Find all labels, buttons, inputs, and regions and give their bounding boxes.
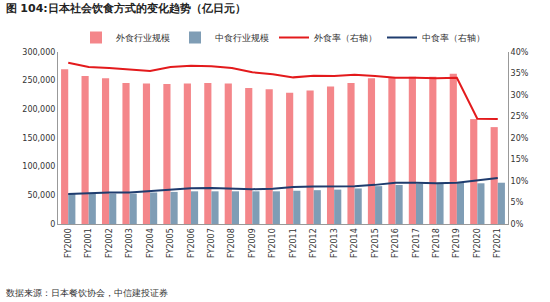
svg-text:30%: 30% xyxy=(511,91,529,100)
svg-text:FY2003: FY2003 xyxy=(125,228,134,258)
svg-text:FY2012: FY2012 xyxy=(309,228,318,258)
svg-text:FY2004: FY2004 xyxy=(146,228,155,258)
svg-text:外食行业规模: 外食行业规模 xyxy=(116,33,170,43)
svg-text:15%: 15% xyxy=(511,155,529,164)
svg-text:FY2019: FY2019 xyxy=(452,228,461,258)
svg-text:FY2006: FY2006 xyxy=(187,228,196,258)
svg-text:100,000: 100,000 xyxy=(22,162,55,171)
svg-text:FY2000: FY2000 xyxy=(64,228,73,258)
svg-text:40%: 40% xyxy=(511,48,529,57)
svg-text:FY2020: FY2020 xyxy=(473,228,482,258)
svg-text:FY2008: FY2008 xyxy=(227,228,236,258)
svg-text:250,000: 250,000 xyxy=(22,76,55,85)
svg-text:外食率（右轴）: 外食率（右轴） xyxy=(314,33,377,43)
svg-text:中食行业规模: 中食行业规模 xyxy=(215,33,269,43)
svg-text:FY2007: FY2007 xyxy=(207,228,216,258)
svg-text:FY2015: FY2015 xyxy=(371,228,380,258)
svg-text:FY2018: FY2018 xyxy=(432,228,441,258)
svg-text:200,000: 200,000 xyxy=(22,105,55,114)
svg-text:FY2013: FY2013 xyxy=(330,228,339,258)
svg-text:25%: 25% xyxy=(511,112,529,121)
svg-text:FY2016: FY2016 xyxy=(391,228,400,258)
svg-text:10%: 10% xyxy=(511,177,529,186)
svg-text:FY2014: FY2014 xyxy=(350,228,359,258)
svg-text:FY2021: FY2021 xyxy=(493,228,502,258)
svg-text:FY2010: FY2010 xyxy=(268,228,277,258)
svg-text:FY2011: FY2011 xyxy=(289,228,298,258)
svg-text:5%: 5% xyxy=(511,198,524,207)
svg-text:50,000: 50,000 xyxy=(27,191,55,200)
svg-text:FY2017: FY2017 xyxy=(412,228,421,258)
svg-text:300,000: 300,000 xyxy=(22,48,55,57)
svg-text:FY2001: FY2001 xyxy=(84,228,93,258)
svg-text:FY2005: FY2005 xyxy=(166,228,175,258)
svg-text:35%: 35% xyxy=(511,69,529,78)
svg-text:0%: 0% xyxy=(511,220,524,229)
svg-text:FY2009: FY2009 xyxy=(248,228,257,258)
svg-text:20%: 20% xyxy=(511,134,529,143)
svg-text:中食率（右轴）: 中食率（右轴） xyxy=(422,33,485,43)
svg-text:数据来源：日本餐饮协会，中信建投证券: 数据来源：日本餐饮协会，中信建投证券 xyxy=(6,288,168,298)
svg-text:150,000: 150,000 xyxy=(22,134,55,143)
svg-text:FY2002: FY2002 xyxy=(105,228,114,258)
svg-text:图 104:日本社会饮食方式的变化趋势（亿日元）: 图 104:日本社会饮食方式的变化趋势（亿日元） xyxy=(6,2,246,15)
svg-text:0: 0 xyxy=(50,220,55,229)
